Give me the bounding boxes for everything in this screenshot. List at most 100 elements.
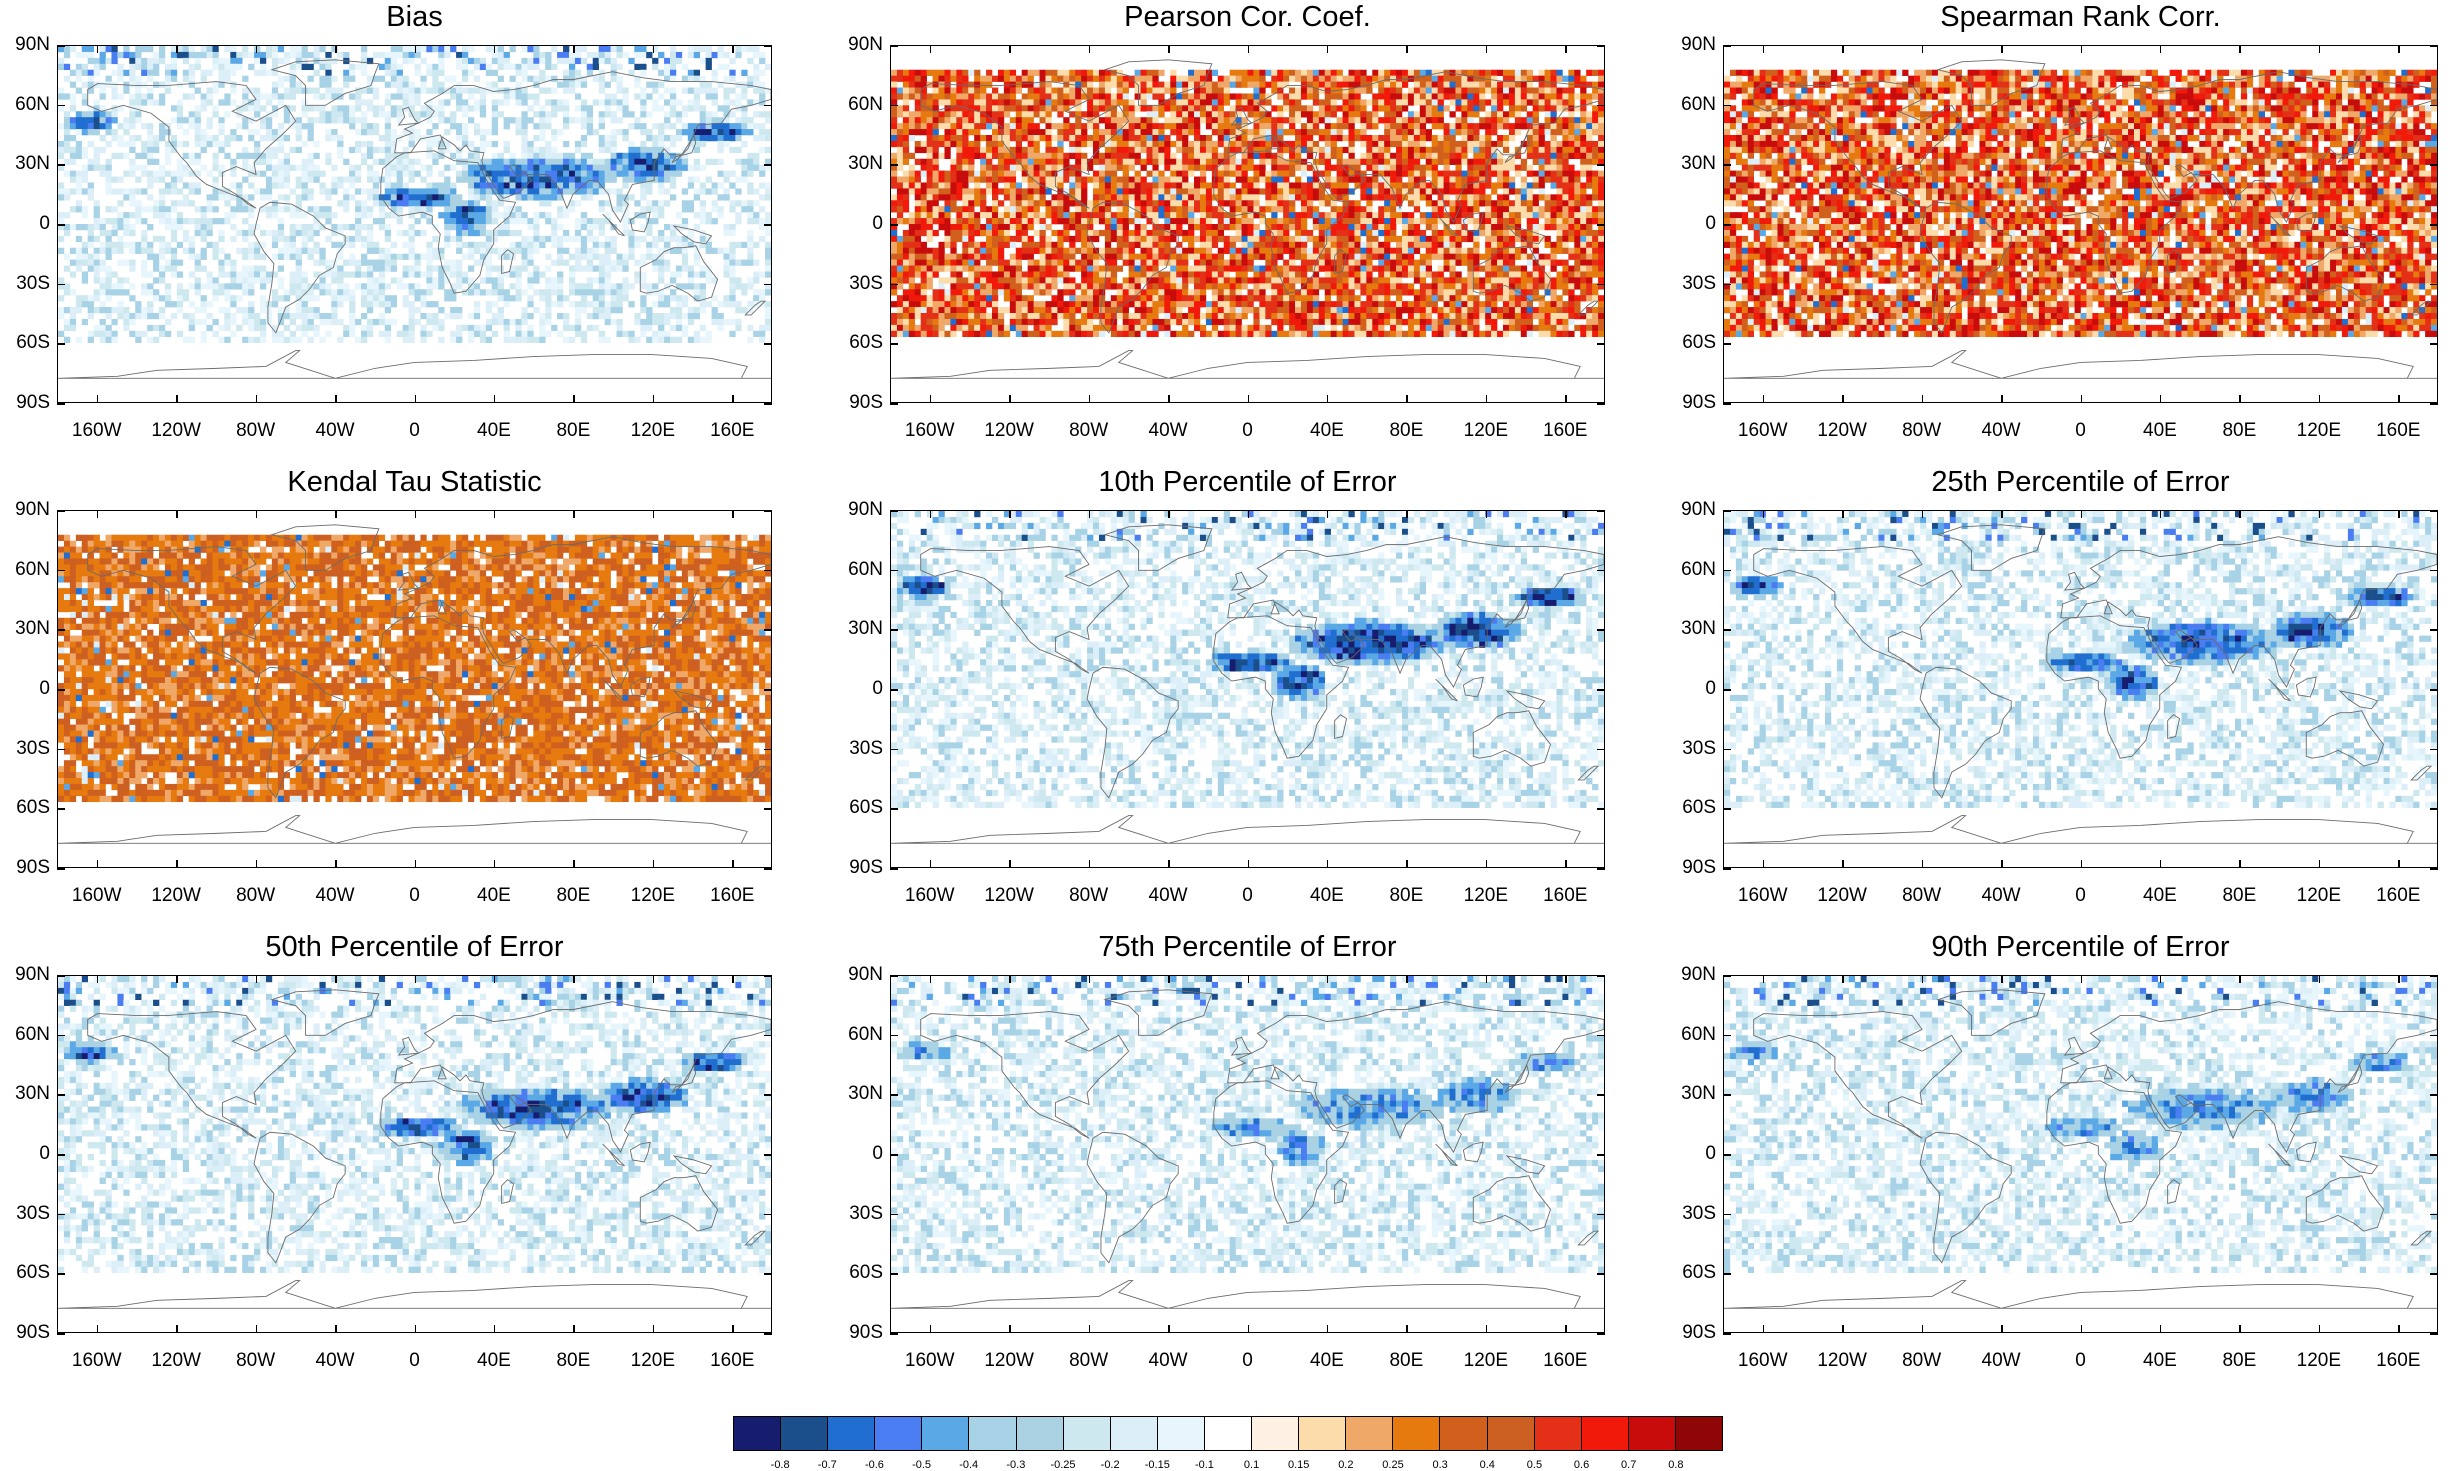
lon-tick-label: 40W — [1133, 886, 1203, 906]
lon-tick — [335, 510, 337, 518]
coastline — [1753, 1011, 1963, 1139]
lat-tick-label: 90N — [833, 500, 883, 520]
coastline — [1227, 71, 1604, 223]
lat-tick — [57, 45, 65, 47]
lon-tick — [1247, 510, 1249, 518]
map-frame — [890, 510, 1605, 868]
coastline — [744, 765, 767, 781]
coastline — [891, 815, 1604, 844]
lon-tick-label: 80W — [1054, 421, 1124, 441]
coastline — [1103, 59, 1213, 106]
lat-tick — [764, 1034, 772, 1037]
lat-tick — [57, 1034, 65, 1037]
lon-tick — [96, 1325, 99, 1333]
data-field — [58, 534, 771, 803]
coastline — [672, 1155, 713, 1175]
lon-tick — [929, 45, 932, 53]
lon-tick — [1088, 510, 1091, 518]
lat-tick — [57, 343, 65, 345]
lon-tick — [1168, 45, 1170, 53]
coastline — [1334, 1179, 1348, 1205]
lon-tick — [176, 975, 178, 983]
lat-tick — [2430, 224, 2438, 226]
lat-tick — [57, 808, 65, 810]
map-plot — [1724, 511, 2437, 844]
coastline — [2167, 1179, 2181, 1205]
lat-tick — [1723, 748, 1731, 751]
coastline — [744, 300, 767, 316]
lat-tick — [764, 283, 772, 286]
lat-tick — [764, 45, 772, 47]
lat-tick — [1597, 868, 1605, 870]
coastline — [380, 615, 517, 759]
coastline — [1919, 666, 2012, 799]
colorbar-label: 0.7 — [1604, 1459, 1654, 1471]
lon-tick — [414, 510, 416, 518]
lat-tick — [57, 1154, 65, 1156]
lat-tick — [2430, 975, 2438, 977]
lon-tick-label: 160W — [62, 886, 132, 906]
coastlines — [58, 59, 771, 379]
lon-tick — [1762, 510, 1765, 518]
panel-title: 10th Percentile of Error — [890, 465, 1605, 499]
colorbar-swatch — [1440, 1417, 1488, 1450]
lat-tick — [1597, 1213, 1605, 1216]
lon-tick — [1009, 975, 1011, 983]
map-frame — [1723, 45, 2438, 403]
lon-tick-label: 160E — [697, 1351, 767, 1371]
lat-tick-label: 30S — [0, 273, 50, 294]
colorbar-swatch — [1675, 1417, 1722, 1450]
lon-tick-label: 120E — [618, 1351, 688, 1371]
coastline — [2167, 249, 2181, 275]
lon-tick — [2001, 45, 2003, 53]
lat-tick — [890, 569, 898, 572]
colorbar-label: -0.8 — [755, 1459, 805, 1471]
lon-tick — [335, 1325, 337, 1333]
coastline — [253, 201, 346, 334]
lat-tick — [57, 748, 65, 751]
lon-tick-label: 80E — [1371, 886, 1441, 906]
lat-tick — [57, 975, 65, 977]
coastline — [1435, 1143, 1458, 1167]
map-plot — [1724, 59, 2437, 379]
lon-tick — [2159, 395, 2162, 403]
coastline — [501, 714, 515, 740]
colorbar-swatch — [734, 1417, 782, 1450]
lon-tick — [176, 510, 178, 518]
lon-tick-label: 160E — [1530, 886, 1600, 906]
lon-tick — [929, 975, 932, 983]
lat-tick-label: 90N — [1666, 500, 1716, 520]
panel-title: 25th Percentile of Error — [1723, 465, 2438, 499]
lat-tick — [764, 808, 772, 810]
lat-tick — [890, 403, 898, 405]
lon-tick — [493, 395, 496, 403]
coastline — [2268, 1143, 2291, 1167]
lon-tick — [1247, 860, 1249, 868]
lat-tick-label: 90N — [0, 965, 50, 985]
colorbar-label: 0.25 — [1368, 1459, 1418, 1471]
coastline — [2337, 598, 2363, 629]
lon-tick — [652, 860, 655, 868]
lon-tick-label: 120E — [618, 421, 688, 441]
lon-tick-label: 160E — [697, 886, 767, 906]
panel-title: Bias — [57, 0, 772, 34]
lat-tick — [764, 104, 772, 107]
lon-tick-label: 80E — [1371, 421, 1441, 441]
lat-tick — [890, 975, 898, 977]
lon-tick — [1762, 860, 1765, 868]
lon-tick — [2318, 1325, 2321, 1333]
coastline — [920, 81, 1130, 209]
coastlines — [1724, 524, 2437, 844]
lon-tick — [573, 975, 575, 983]
colorbar-label: -0.6 — [849, 1459, 899, 1471]
lat-tick-label: 60N — [0, 94, 50, 115]
coastline — [1936, 59, 2046, 106]
data-field — [58, 976, 771, 1273]
data-field — [891, 69, 1604, 338]
lat-tick-label: 60N — [0, 559, 50, 580]
lon-tick — [2159, 1325, 2162, 1333]
lat-tick — [1597, 164, 1605, 166]
lon-tick — [1009, 395, 1011, 403]
lon-tick — [2001, 860, 2003, 868]
panel-title: Spearman Rank Corr. — [1723, 0, 2438, 34]
